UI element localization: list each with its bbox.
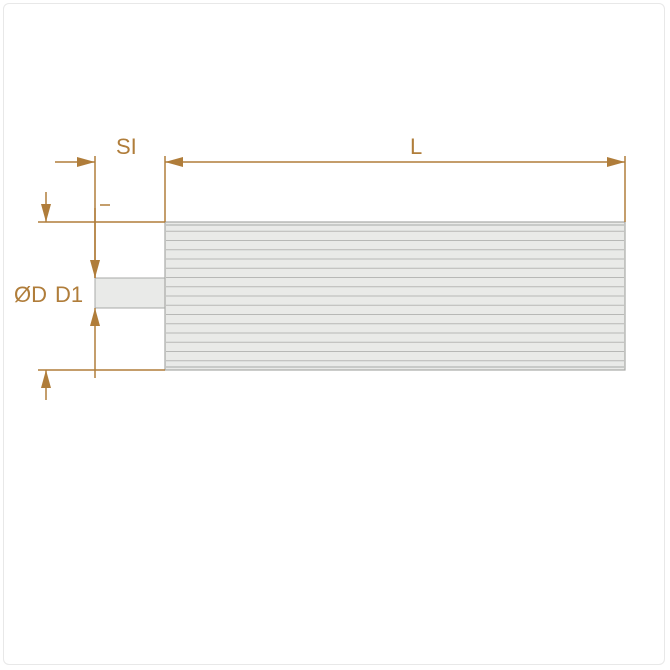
drawing-svg [0,0,670,670]
label-D: ØD [14,282,47,308]
label-L: L [410,134,422,160]
diagram-canvas: SI L ØD D1 [0,0,670,670]
label-SI: SI [116,134,137,160]
label-D1: D1 [55,282,83,308]
